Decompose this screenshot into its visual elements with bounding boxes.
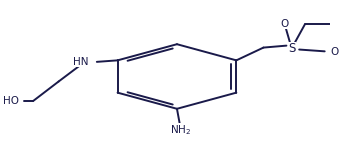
Text: NH$_2$: NH$_2$ (170, 123, 191, 137)
Text: HN: HN (73, 57, 89, 67)
Text: O: O (330, 47, 339, 57)
Text: O: O (280, 19, 288, 29)
Text: HO: HO (3, 96, 19, 106)
Text: S: S (288, 42, 296, 55)
